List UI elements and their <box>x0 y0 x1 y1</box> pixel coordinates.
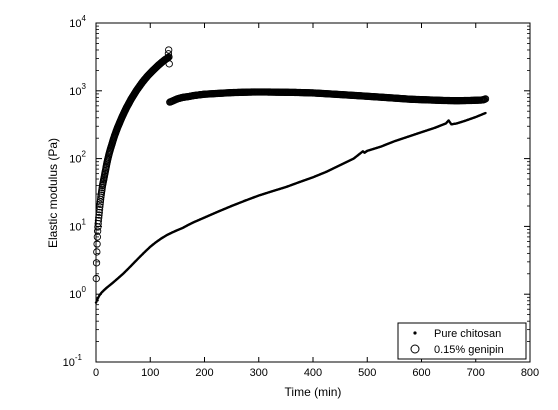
data-point-genipin <box>96 203 104 211</box>
data-point-genipin <box>96 200 104 208</box>
legend-box <box>397 322 527 360</box>
data-point-genipin <box>93 227 102 235</box>
legend: Pure chitosan 0.15% genipin <box>397 322 527 360</box>
y-tick-label: 103 <box>69 82 86 98</box>
data-point-genipin <box>165 60 173 68</box>
x-tick-label: 0 <box>93 367 99 379</box>
data-point-genipin <box>481 95 490 103</box>
axis-ticks <box>95 22 531 363</box>
y-axis-label: Elastic modulus (Pa) <box>46 138 60 248</box>
x-tick-label: 400 <box>304 367 322 379</box>
data-point-genipin <box>93 233 102 241</box>
data-point-genipin <box>94 216 103 225</box>
data-point-chitosan <box>484 111 487 115</box>
legend-marker-pure-chitosan <box>413 331 417 335</box>
y-tick-label: 100 <box>69 285 86 301</box>
data-point-genipin <box>165 46 173 54</box>
y-tick-label: 104 <box>69 14 86 30</box>
data-point-genipin <box>165 53 173 61</box>
plot-frame <box>95 22 531 363</box>
x-tick-label: 800 <box>521 367 539 379</box>
y-tick-labels: 10-1 100 101 102 103 104 <box>63 14 87 369</box>
data-point-genipin <box>92 259 101 267</box>
data-point-genipin <box>93 248 101 256</box>
y-tick-label: 101 <box>69 217 86 233</box>
legend-marker-genipin <box>410 344 420 354</box>
legend-label-genipin: 0.15% genipin <box>434 344 504 356</box>
series-pure-chitosan <box>94 111 487 304</box>
x-tick-label: 200 <box>195 367 213 379</box>
data-point-genipin <box>164 50 173 58</box>
y-tick-label: 10-1 <box>63 353 83 369</box>
x-axis-label: Time (min) <box>285 385 342 399</box>
x-tick-labels: 0 100 200 300 400 500 600 700 800 <box>93 367 539 379</box>
x-tick-label: 100 <box>141 367 159 379</box>
x-tick-label: 600 <box>412 367 430 379</box>
y-tick-label: 102 <box>69 150 86 166</box>
x-tick-label: 300 <box>250 367 268 379</box>
legend-label-pure-chitosan: Pure chitosan <box>434 328 501 340</box>
x-tick-label: 500 <box>358 367 376 379</box>
x-tick-label: 700 <box>467 367 485 379</box>
series-genipin <box>92 46 490 283</box>
